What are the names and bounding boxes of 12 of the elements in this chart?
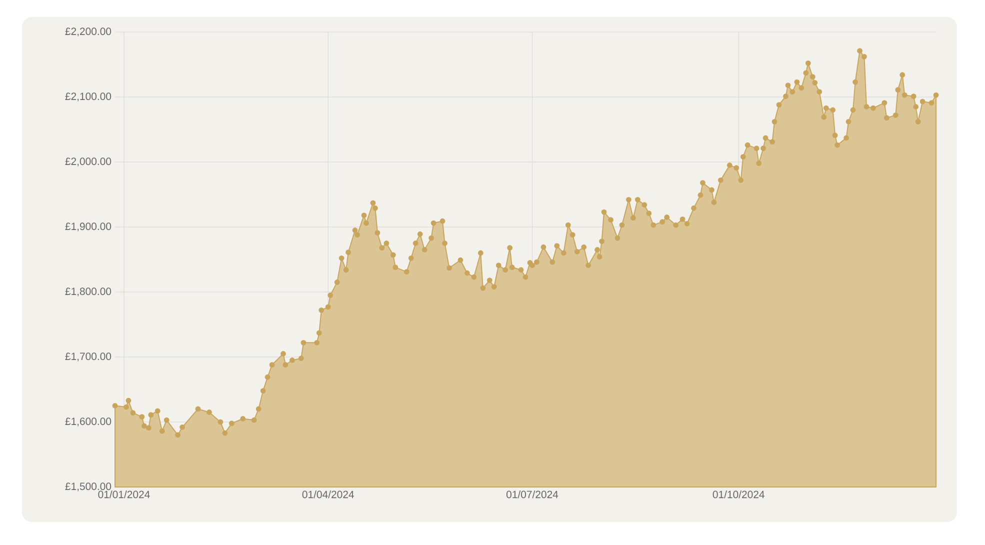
- y-tick-label: £1,500.00: [65, 482, 112, 492]
- y-tick-label: £2,000.00: [65, 158, 112, 166]
- x-tick-label: 01/07/2024: [506, 490, 558, 498]
- y-tick-label: £1,700.00: [65, 352, 112, 362]
- y-tick-label: £1,600.00: [65, 418, 112, 426]
- y-tick-label: £2,200.00: [65, 28, 112, 36]
- y-tick-label: £1,900.00: [65, 222, 112, 232]
- y-tick-label: £1,800.00: [65, 288, 112, 296]
- x-tick-label: 01/01/2024: [98, 490, 150, 498]
- y-tick-label: £2,100.00: [65, 92, 112, 102]
- x-tick-label: 01/10/2024: [712, 490, 764, 498]
- x-tick-label: 01/04/2024: [302, 490, 354, 498]
